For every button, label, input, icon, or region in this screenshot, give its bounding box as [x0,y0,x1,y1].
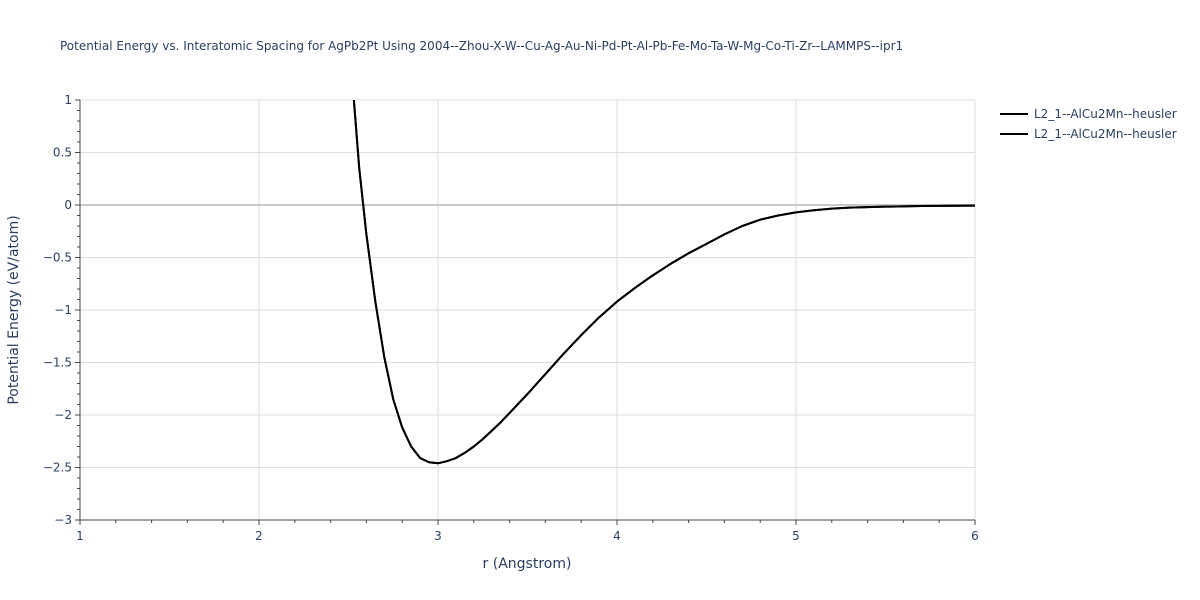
y-tick-label: 0.5 [53,146,72,160]
y-tick-label: −1.5 [43,356,72,370]
grid [79,99,976,521]
x-tick-label: 6 [971,529,979,543]
x-tick-label: 3 [434,529,442,543]
x-tick-label: 4 [613,529,621,543]
y-tick-label: −3 [54,513,72,527]
y-axis-title: Potential Energy (eV/atom) [6,215,22,404]
y-tick-label: −1 [54,303,72,317]
y-tick-label: −0.5 [43,251,72,265]
x-axis-title: r (Angstrom) [483,556,572,572]
y-tick-label: 1 [64,93,72,107]
legend-label: L2_1--AlCu2Mn--heusler [1034,127,1177,141]
legend-label: L2_1--AlCu2Mn--heusler [1034,107,1177,121]
series-line-2 [352,100,975,465]
x-tick-label: 2 [255,529,263,543]
y-tick-label: −2.5 [43,461,72,475]
x-tick-label: 5 [792,529,800,543]
legend-item-2[interactable]: L2_1--AlCu2Mn--heusler [1000,127,1177,141]
axes: 1 2 3 4 5 6 1 0.5 0 −0.5 −1 −1.5 −2 −2.5 −3 [43,93,979,543]
y-tick-label: 0 [64,198,72,212]
legend-item-1[interactable]: L2_1--AlCu2Mn--heusler [1000,107,1177,121]
plot-area [352,100,975,465]
legend[interactable]: L2_1--AlCu2Mn--heusler L2_1--AlCu2Mn--heu… [1000,107,1177,141]
x-tick-label: 1 [76,529,84,543]
y-tick-label: −2 [54,408,72,422]
chart-title: Potential Energy vs. Interatomic Spacing… [60,39,903,53]
series-line-1 [352,100,975,465]
